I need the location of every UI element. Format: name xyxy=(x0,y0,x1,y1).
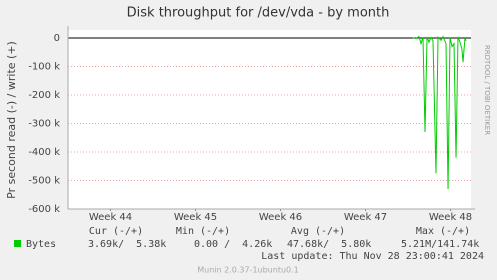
y-tick-label: 0 xyxy=(54,33,60,44)
legend-label: Bytes xyxy=(26,239,56,250)
x-tick-label: Week 44 xyxy=(89,212,132,223)
y-tick-label: -400 k xyxy=(28,147,60,158)
x-tick-label: Week 47 xyxy=(344,212,387,223)
plot-area xyxy=(68,30,471,209)
y-tick-label: -300 k xyxy=(28,118,60,129)
data-line xyxy=(412,35,467,190)
legend-cell: 5.21M/141.74k xyxy=(401,239,479,250)
legend-header: Cur (-/+) xyxy=(89,226,143,237)
legend-header: Min (-/+) xyxy=(176,226,230,237)
side-note: RRDTOOL / TOBI OETIKER xyxy=(483,45,491,135)
y-tick-label: -200 k xyxy=(28,90,60,101)
footer: Munin 2.0.37-1ubuntu0.1 xyxy=(197,266,299,275)
last-update: Last update: Thu Nov 28 23:00:41 2024 xyxy=(261,251,484,262)
y-tick-label: -600 k xyxy=(28,204,60,215)
y-axis-label: Pr second read (-) / write (+) xyxy=(5,41,18,199)
legend-swatch xyxy=(14,240,21,247)
legend-cell: 0.00 / 4.26k xyxy=(194,239,272,250)
x-tick-label: Week 45 xyxy=(174,212,217,223)
x-tick-label: Week 48 xyxy=(429,212,472,223)
y-tick-label: -500 k xyxy=(28,175,60,186)
legend-header: Avg (-/+) xyxy=(291,226,345,237)
legend-cell: 47.68k/ 5.80k xyxy=(287,239,371,250)
y-tick-label: -100 k xyxy=(28,61,60,72)
legend-cell: 3.69k/ 5.38k xyxy=(88,239,166,250)
legend-header: Max (-/+) xyxy=(416,226,470,237)
x-tick-label: Week 46 xyxy=(259,212,302,223)
chart-title: Disk throughput for /dev/vda - by month xyxy=(127,6,390,21)
